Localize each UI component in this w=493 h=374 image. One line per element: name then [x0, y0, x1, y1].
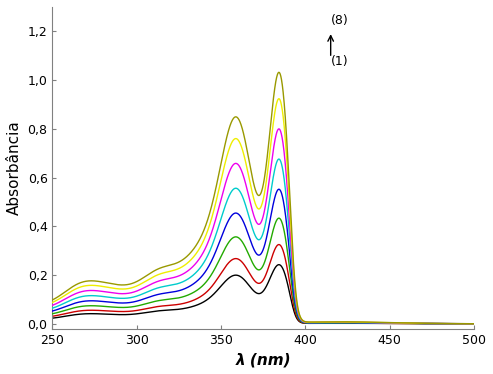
X-axis label: λ (nm): λ (nm) — [235, 352, 291, 367]
Y-axis label: Absorbância: Absorbância — [7, 120, 22, 215]
Text: (8): (8) — [331, 14, 349, 27]
Text: (1): (1) — [331, 55, 348, 68]
